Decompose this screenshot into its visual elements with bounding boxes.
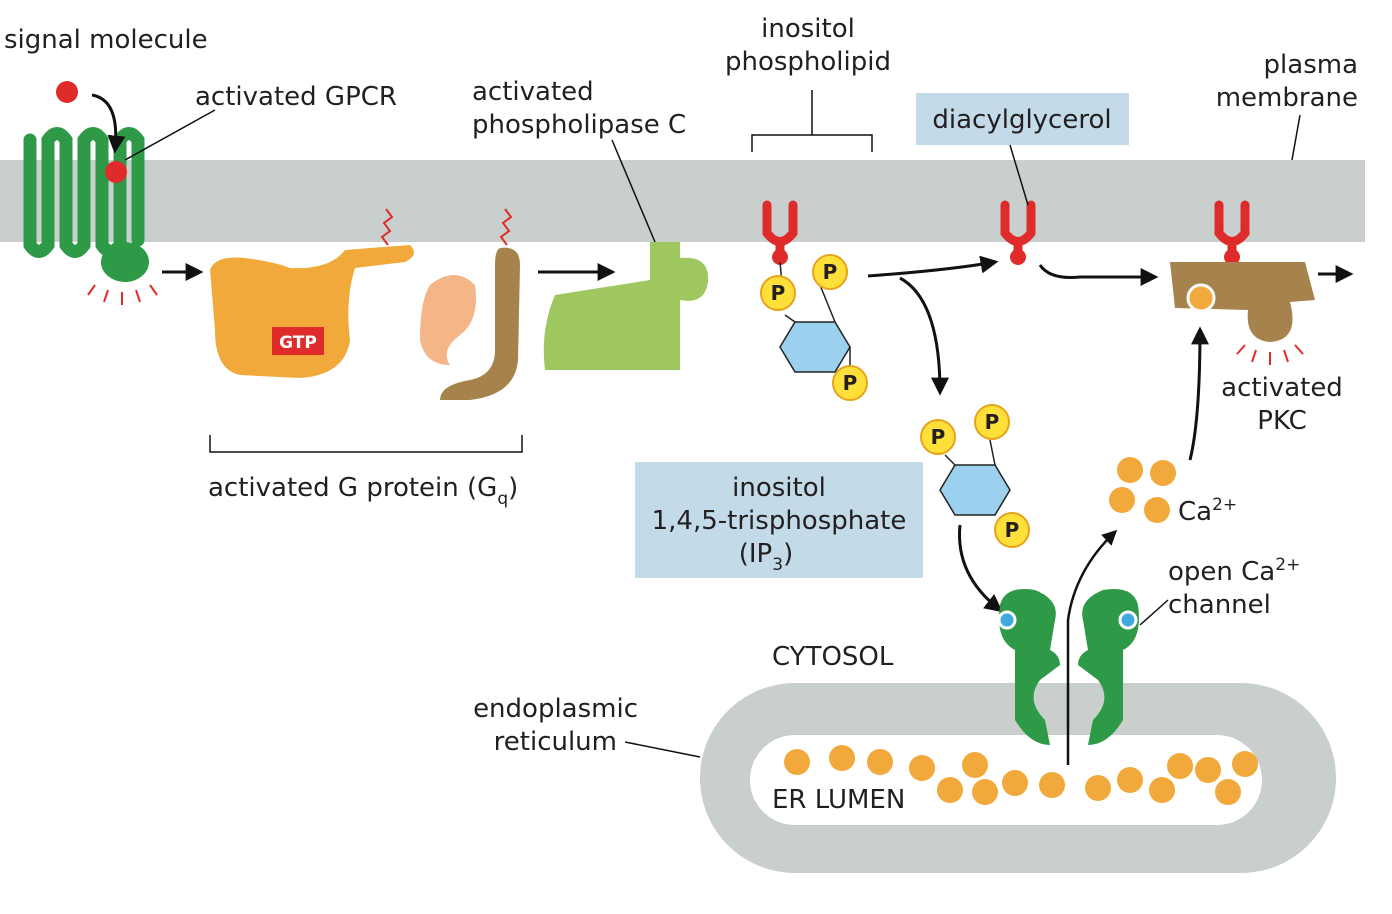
lipid-head [772,249,788,265]
calcium [867,749,893,775]
label: activated G protein (Gq) [208,473,518,509]
inositol-ring [939,464,1011,516]
bracket [209,435,523,453]
label: activated PKC [1221,373,1343,436]
phosphate [974,404,1010,440]
calcium [1002,770,1028,796]
ip3-box [635,462,923,578]
phosphate [920,419,956,455]
calcium [962,752,988,778]
gpcr-domain [101,242,149,282]
calcium [1149,777,1175,803]
inositol-ring [779,321,851,373]
channel-left [999,589,1060,745]
label: activated phospholipase C [472,77,686,140]
gtp-label: GTP [279,333,317,353]
label: ER LUMEN [772,785,905,815]
activation-rays [87,284,158,305]
signal-molecule [56,81,78,103]
calcium [1195,757,1221,783]
dag-box [916,93,1129,145]
phosphate-label: P [843,371,858,395]
calcium [829,745,855,771]
label: inositol phospholipid [725,14,891,77]
plasma-membrane [0,160,1365,242]
calcium [1085,775,1111,801]
leader [124,109,216,161]
pkc [1170,262,1315,342]
label: activated GPCR [195,82,397,112]
cytosol-calcium [1109,457,1176,523]
lumen-calcium [784,745,1258,805]
bound-signal [105,161,127,183]
arrow [1188,326,1209,461]
arrow [1038,264,1159,286]
calcium [1215,779,1241,805]
label: inositol 1,4,5-trisphosphate (IP3) [652,473,907,575]
calcium [1232,751,1258,777]
arrow [91,93,126,154]
activation-rays [1236,344,1304,365]
phosphate [994,512,1030,548]
label: diacylglycerol [932,105,1111,135]
label: open Ca2+ channel [1168,555,1300,620]
label: Ca2+ [1178,495,1237,527]
lipid-anchor [499,208,513,246]
label: signal molecule [4,25,208,55]
g-gamma [440,247,520,400]
g-alpha [210,245,414,378]
phosphate-label: P [1005,518,1020,542]
pkc-calcium [1186,283,1216,313]
lipid-anchor [380,208,394,246]
lipid-head [1010,249,1026,265]
leader [1291,114,1301,161]
gpcr [23,127,145,258]
phosphate [812,254,848,290]
gtp [272,327,324,355]
phosphate-label: P [823,260,838,284]
phosphate-label: P [931,425,946,449]
calcium [1039,772,1065,798]
phosphate-label: P [985,410,1000,434]
bracket [751,90,873,152]
lipid-head [1224,249,1240,265]
leader [1139,599,1169,626]
g-beta [420,275,476,365]
ip3-site [1118,610,1138,630]
leader [1009,144,1029,206]
phosphate [760,275,796,311]
calcium [937,777,963,803]
arrow [867,255,999,278]
calcium [1117,767,1143,793]
arrow [899,276,949,396]
arrow [958,524,1003,613]
ip3-site [997,610,1017,630]
arrow [1066,529,1118,765]
phospholipase-c [543,242,709,370]
calcium [784,749,810,775]
calcium [972,779,998,805]
label: plasma membrane [1216,50,1358,113]
label: CYTOSOL [772,642,894,672]
label: endoplasmic reticulum [473,694,638,757]
leader [624,741,701,758]
calcium [1167,753,1193,779]
leader [611,139,656,243]
calcium [909,755,935,781]
phosphate-label: P [771,281,786,305]
phosphate [832,365,868,401]
